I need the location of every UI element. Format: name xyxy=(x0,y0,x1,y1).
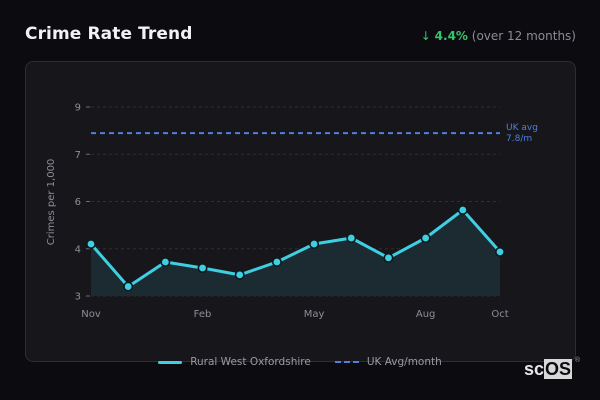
y-tick-label: 4 xyxy=(75,244,81,255)
data-point-apr[interactable] xyxy=(271,256,282,267)
page-title: Crime Rate Trend xyxy=(25,24,193,44)
chart-legend: Rural West Oxfordshire UK Avg/month xyxy=(0,356,600,368)
data-point-dec[interactable] xyxy=(123,281,134,292)
data-point-oct[interactable] xyxy=(494,246,505,257)
data-point-nov[interactable] xyxy=(86,239,97,250)
chart-panel xyxy=(25,61,576,362)
data-point-feb[interactable] xyxy=(197,262,208,273)
change-value: 4.4% xyxy=(434,29,468,43)
x-tick-label: Nov xyxy=(81,309,101,320)
x-tick-label: May xyxy=(304,309,325,320)
series-line xyxy=(89,208,502,289)
trend-change-summary: ↓ 4.4% (over 12 months) xyxy=(421,29,576,43)
y-tick-label: 6 xyxy=(75,197,81,208)
y-tick-label: 3 xyxy=(75,292,81,303)
data-point-jan[interactable] xyxy=(160,256,171,267)
legend-item-rural-west-oxfordshire[interactable]: Rural West Oxfordshire xyxy=(158,356,311,368)
data-point-may[interactable] xyxy=(309,239,320,250)
brand-boxed: OS xyxy=(543,359,572,379)
data-point-jul[interactable] xyxy=(383,252,394,263)
data-point-sep[interactable] xyxy=(457,205,468,216)
x-tick-label: Feb xyxy=(194,309,212,320)
uk-avg-annotation: UK avg xyxy=(506,123,538,133)
x-tick-label: Aug xyxy=(416,309,436,320)
y-axis-label: Crimes per 1,000 xyxy=(46,159,57,246)
registered-mark: ® xyxy=(574,357,580,364)
y-tick-label: 7 xyxy=(75,150,81,161)
data-point-markers xyxy=(86,205,505,292)
data-point-aug[interactable] xyxy=(420,233,431,244)
legend-label: Rural West Oxfordshire xyxy=(190,356,311,368)
legend-label: UK Avg/month xyxy=(366,356,442,368)
down-arrow-icon: ↓ xyxy=(420,29,431,43)
legend-item-uk-avg[interactable]: UK Avg/month xyxy=(334,356,442,368)
brand-logo: scOS ® xyxy=(523,357,580,380)
brand-prefix: sc xyxy=(523,359,544,379)
y-axis: 9 7 6 4 3 xyxy=(75,103,90,303)
dashed-line-swatch-icon xyxy=(334,361,359,363)
x-axis: Nov Feb May Aug Oct xyxy=(81,309,508,320)
y-tick-label: 9 xyxy=(75,103,81,114)
data-point-mar[interactable] xyxy=(234,269,245,280)
data-point-jun[interactable] xyxy=(346,233,357,244)
x-tick-label: Oct xyxy=(491,309,508,320)
solid-line-swatch-icon xyxy=(158,360,183,364)
change-period: (over 12 months) xyxy=(471,29,576,43)
uk-avg-value: 7.8/m xyxy=(506,134,532,144)
